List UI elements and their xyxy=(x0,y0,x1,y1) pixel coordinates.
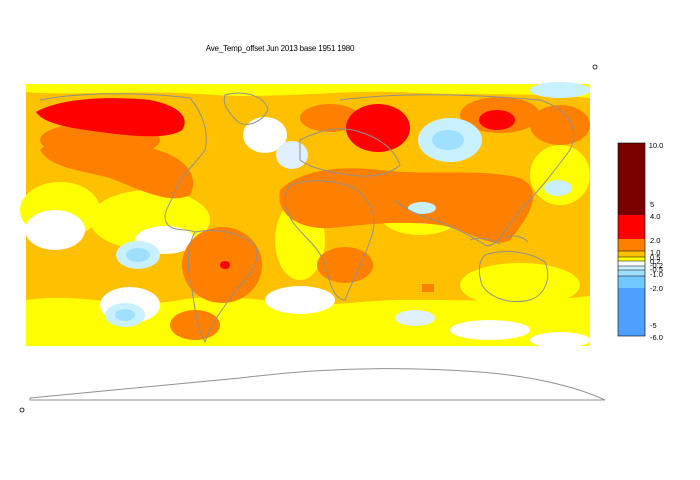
yellow-band-north xyxy=(26,84,590,98)
map-title: Ave_Temp_offset Jun 2013 base 1951 1980 xyxy=(205,44,355,53)
legend-band-m1 xyxy=(618,270,645,276)
corner-marker-bottom-left xyxy=(19,407,25,413)
corner-marker-top-right xyxy=(592,64,598,70)
legend-tick-m1: -1.0 xyxy=(650,270,663,279)
red-area-east-siberia xyxy=(479,110,515,130)
white-area-southatlantic xyxy=(265,286,335,314)
legend-tick-05: 0.5 xyxy=(650,253,660,262)
outline-australia xyxy=(478,250,549,303)
legend-band-m05 xyxy=(618,266,645,270)
legend-band-2-4 xyxy=(618,215,645,239)
legend-band-m2 xyxy=(618,276,645,288)
legend-tick-4: 4.0 xyxy=(650,212,660,221)
legend-band-gt4 xyxy=(618,143,645,215)
legend-band-lt-m2 xyxy=(618,288,645,336)
white-area-far-south xyxy=(530,332,590,348)
orange-area-east-asia xyxy=(530,105,590,145)
white-area-pacific xyxy=(25,210,85,250)
legend-colorbar: 10.0 5 4.0 2.0 1.0 0.5 0.2 -0.2 -0.5 -1.… xyxy=(617,141,664,342)
outline-antarctica xyxy=(29,368,606,401)
land-outlines xyxy=(29,92,606,401)
outline-africa xyxy=(284,180,375,301)
blue-area-arctic xyxy=(530,82,590,98)
blue-core-east-pacific xyxy=(126,248,150,262)
orange-patch-atlantic xyxy=(422,284,434,292)
legend-tick-5: 5 xyxy=(650,200,654,209)
outline-greenland xyxy=(223,92,269,125)
yellow-area-north-pacific xyxy=(530,145,590,205)
legend-tick-2: 2.0 xyxy=(650,236,660,245)
outline-asia xyxy=(339,94,575,247)
white-area-greenland xyxy=(243,117,287,153)
yellow-band-south xyxy=(26,296,590,346)
orange-area-patagonia xyxy=(170,310,220,340)
legend-tick-m5: -5 xyxy=(650,321,657,330)
legend-tick-02: 0.2 xyxy=(650,257,660,266)
legend-tick-10: 10.0 xyxy=(649,141,664,150)
outline-south-america xyxy=(187,230,258,344)
orange-area-atlantic-ne xyxy=(300,104,360,132)
anomaly-field xyxy=(20,82,590,348)
legend-tick-1: 1.0 xyxy=(650,248,660,257)
outline-indonesia xyxy=(469,235,529,245)
blue-area-south-indian xyxy=(395,310,435,326)
blue-area-atlantic-n xyxy=(276,141,308,169)
outline-europe xyxy=(299,128,401,177)
blue-area-india xyxy=(408,202,436,214)
red-area-canada xyxy=(36,98,185,137)
blue-area-nw-pacific xyxy=(544,180,572,196)
legend-frame xyxy=(617,142,646,337)
legend-band-05-1 xyxy=(618,251,645,257)
legend-band-0 xyxy=(618,261,645,266)
orange-area-eurasia xyxy=(279,168,534,243)
orange-area-africa xyxy=(317,247,373,283)
yellow-area-south-indian xyxy=(460,263,580,307)
white-area-southindian xyxy=(450,320,530,340)
red-area-brazil xyxy=(220,261,230,269)
legend-band-02-05 xyxy=(618,257,645,261)
legend-band-1-2 xyxy=(618,239,645,251)
legend-tick-m05: -0.5 xyxy=(650,265,663,274)
legend-tick-m6: -6.0 xyxy=(650,333,663,342)
legend-tick-m2: -2.0 xyxy=(650,284,663,293)
red-area-scandinavia xyxy=(346,104,410,152)
blue-core-south-pacific xyxy=(115,309,135,321)
outline-north-america xyxy=(39,93,207,233)
legend-tick-m02: -0.2 xyxy=(650,261,663,270)
blue-core-central-asia xyxy=(432,130,464,150)
